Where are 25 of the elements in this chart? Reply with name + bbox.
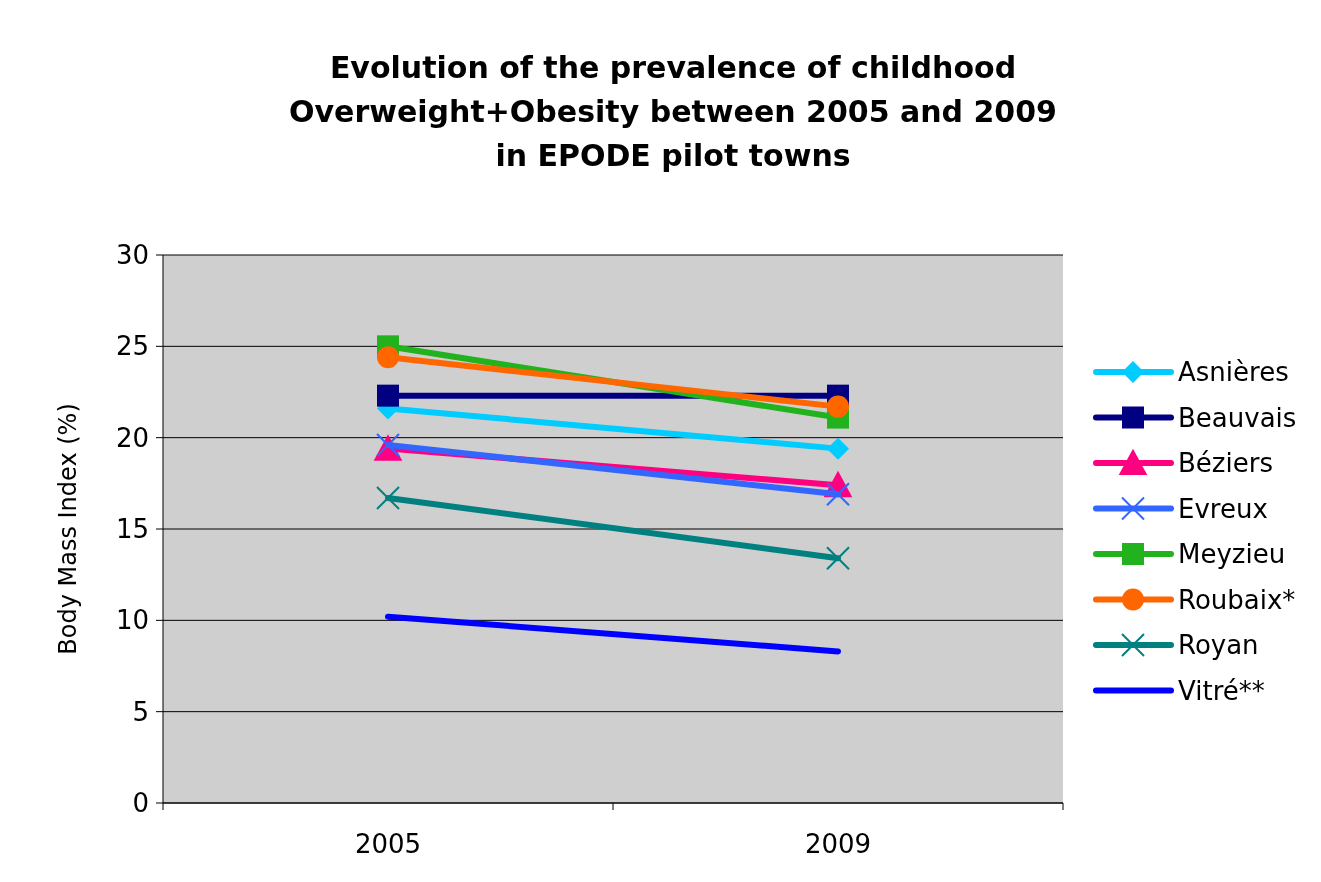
- y-tick-label: 15: [115, 514, 149, 545]
- x-tick-label: 2009: [804, 829, 872, 859]
- legend-label: Royan: [1178, 630, 1259, 661]
- legend-label: Asnières: [1178, 357, 1289, 388]
- y-tick-label: 5: [132, 696, 149, 727]
- y-tick-label: 25: [115, 331, 149, 362]
- point: [376, 485, 400, 510]
- y-tick-label: 0: [132, 788, 149, 819]
- point: [377, 384, 399, 407]
- y-tick-label: 30: [115, 240, 149, 271]
- legend-label: Roubaix*: [1178, 584, 1296, 615]
- legend-label: Meyzieu: [1178, 539, 1286, 570]
- y-tick-label: 20: [115, 422, 149, 453]
- chart-title: Evolution of the prevalence of childhood Overweight+Obesity between 2005 and 2009 in EPODE pilot towns: [289, 50, 1057, 173]
- legend-label: Béziers: [1178, 448, 1273, 479]
- legend-label: Beauvais: [1178, 402, 1297, 433]
- point: [827, 395, 849, 418]
- x-tick-label: 2005: [354, 829, 422, 859]
- point: [826, 546, 850, 571]
- point: [827, 437, 849, 460]
- legend-label: Vitré**: [1178, 675, 1265, 706]
- legend-label: Evreux: [1178, 493, 1268, 524]
- y-axis-title: Body Mass Index (%): [54, 403, 82, 655]
- y-tick-label: 10: [115, 605, 149, 636]
- point: [377, 346, 399, 369]
